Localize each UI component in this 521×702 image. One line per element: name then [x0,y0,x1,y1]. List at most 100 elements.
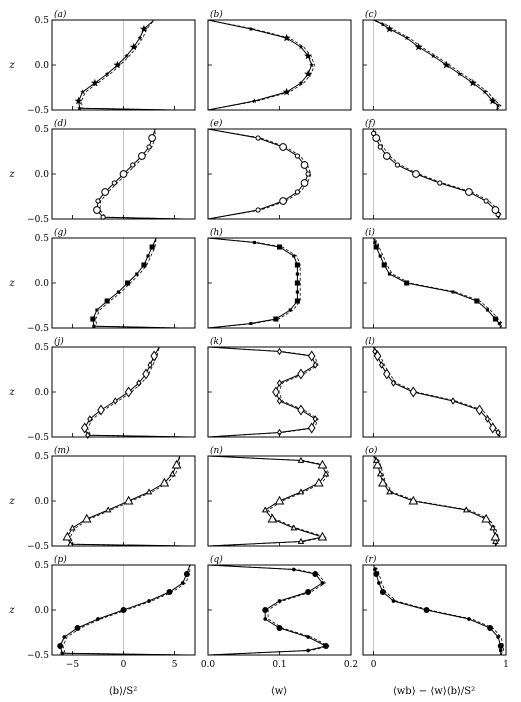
data-marker [408,495,419,505]
y-axis-label: z [8,60,15,71]
data-marker [378,254,382,258]
data-marker [274,495,285,505]
data-marker [95,198,101,204]
data-marker [136,379,142,387]
data-marker [430,53,436,59]
y-tick-label: −0.5 [27,324,49,334]
data-marker [394,162,401,168]
panel-p: −0.5 0.0 0.5 z −5 0 5 (p) [8,554,196,670]
y-tick-label: 0.0 [35,497,50,507]
data-marker [147,599,151,603]
data-marker [298,80,304,86]
data-marker [92,324,96,328]
data-marker [382,152,391,160]
data-marker [295,290,299,294]
data-marker [295,272,299,276]
y-tick-label: −0.5 [27,215,49,225]
data-marker [490,531,501,541]
data-marker [57,643,64,649]
x-tick-label: 0.2 [344,660,358,670]
profile-line [78,19,175,111]
data-marker [146,254,150,258]
y-tick-label: 0.0 [35,606,50,616]
panel-label: (a) [54,9,67,20]
data-marker [146,144,152,150]
data-marker [294,189,300,195]
panel-label: (f) [365,118,376,129]
panel-frame [362,455,507,547]
data-marker [390,379,397,387]
data-marker [101,188,109,196]
profile-line [207,346,316,438]
data-marker [276,625,283,631]
data-marker [492,537,499,544]
data-marker [309,62,315,68]
data-marker [171,459,182,469]
data-marker [124,386,133,398]
data-marker [273,316,279,322]
profile-line [207,19,313,111]
data-marker [297,488,305,495]
data-marker [372,347,378,356]
data-marker [69,524,76,531]
data-marker [373,240,377,245]
data-marker [262,607,269,613]
data-marker [290,524,298,531]
data-marker [129,42,138,51]
data-marker [297,456,305,463]
data-marker [104,71,110,77]
panel-e: (e) [207,118,352,220]
data-marker [378,477,388,487]
panel-f: (f) [362,118,507,220]
data-marker [97,404,105,416]
x-tick-label: 0 [121,660,127,670]
data-marker [391,599,396,603]
data-marker [77,105,83,111]
data-marker [320,581,325,585]
profile-line-dashed [373,128,502,220]
data-marker [166,589,173,595]
y-axis-label: z [8,387,15,398]
data-marker [377,581,381,585]
panel-frame [362,19,507,111]
panel-g: −0.5 0.0 0.5 z (g) [8,227,196,334]
profile-line [84,346,190,438]
y-tick-label: 0.5 [35,16,50,26]
panel-frame [207,128,352,220]
panel-label: (j) [54,336,64,347]
data-marker [95,308,99,312]
data-marker [80,422,89,434]
data-marker [96,617,100,621]
profile-line-dashed [207,19,315,111]
x-tick-label: 0 [371,660,377,670]
panel-frame [362,564,507,656]
data-marker [378,361,385,369]
data-marker [282,33,291,42]
data-marker [381,262,387,268]
data-marker [497,643,504,649]
profile-line [207,237,298,329]
data-marker [277,599,282,603]
x-tick-label: 5 [172,660,178,670]
panel-i: (i) [362,227,507,329]
data-marker [62,531,73,541]
profile-line [373,455,496,546]
data-marker [482,89,488,95]
data-marker [74,625,81,631]
panel-label: (e) [210,118,223,129]
data-marker [497,321,501,326]
panel-o: (o) [362,445,507,547]
data-marker [492,316,498,322]
data-marker [491,206,500,214]
y-tick-label: 0.5 [35,561,50,571]
data-marker [462,506,470,513]
data-marker [371,130,377,137]
profile-line-dashed [373,346,502,438]
data-marker [380,21,386,27]
data-marker [450,397,456,405]
data-marker [468,78,477,87]
data-marker [282,87,291,96]
profile-line-dashed [87,346,190,438]
profile-line [92,237,180,329]
panel-frame [207,564,352,656]
